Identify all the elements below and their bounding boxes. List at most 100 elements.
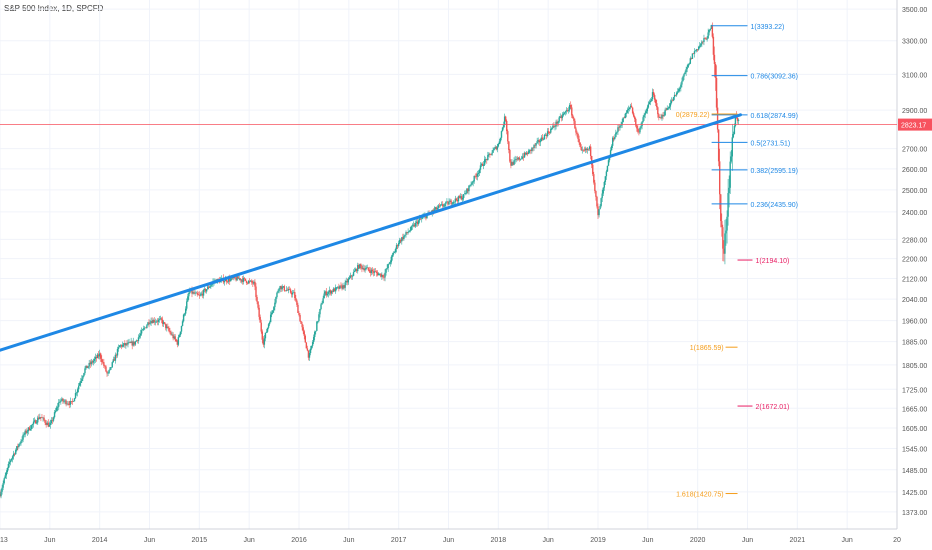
fib-level[interactable]: 0.618(2874.99) <box>711 113 798 120</box>
candle-body <box>554 126 556 127</box>
candle-body <box>486 159 488 160</box>
candle-body <box>528 150 530 155</box>
candle-body <box>659 117 661 118</box>
fib-level[interactable]: 1.618(1420.75) <box>676 492 738 499</box>
candle-body <box>695 49 698 51</box>
candle-body <box>368 269 370 271</box>
fib-level[interactable]: 0.5(2731.51) <box>711 140 791 147</box>
trendline[interactable] <box>0 113 743 352</box>
candle-body <box>527 152 529 155</box>
candle-body <box>582 149 585 151</box>
candle-body <box>594 182 596 191</box>
candle-body <box>639 127 641 133</box>
candle-body <box>329 290 332 294</box>
candle-body <box>529 149 531 151</box>
candle-body <box>297 304 299 314</box>
candle-body <box>5 472 7 476</box>
price-tick-label: 1960.00 <box>902 319 927 326</box>
candle-body <box>191 289 193 294</box>
fib-level[interactable]: 0.382(2595.19) <box>711 168 798 175</box>
candle-body <box>631 107 634 114</box>
fib-level[interactable]: 1(3393.22) <box>711 24 785 31</box>
candle-body <box>552 125 554 128</box>
candle-body <box>570 104 572 108</box>
candle-body <box>707 32 709 39</box>
price-tick-label: 3100.00 <box>902 72 927 79</box>
candle-body <box>4 475 6 479</box>
time-tick-label: 2020 <box>690 537 706 544</box>
candle-body <box>134 341 137 345</box>
price-tick-label: 2600.00 <box>902 167 927 174</box>
candle-body <box>583 150 586 151</box>
candle-body <box>415 221 418 224</box>
price-tick-label: 1425.00 <box>902 490 927 497</box>
candle-body <box>670 100 673 104</box>
candle-body <box>564 111 567 113</box>
candle-body <box>601 193 603 199</box>
candle-body <box>465 193 467 194</box>
candle-body <box>435 207 438 210</box>
candle-body <box>38 417 40 419</box>
candle-body <box>581 149 583 151</box>
fib-level[interactable]: 1(2194.10) <box>737 258 790 265</box>
candle-body <box>18 444 20 447</box>
candle-body <box>244 278 247 281</box>
candle-body <box>516 159 518 160</box>
candle-body <box>378 273 380 276</box>
candle-body <box>223 281 226 283</box>
candle-body <box>322 298 324 304</box>
fib-level-label: 1(2194.10) <box>755 258 789 265</box>
candle-body <box>337 286 339 288</box>
candle-body <box>15 450 17 455</box>
candle-body <box>261 331 263 340</box>
fib-level[interactable]: 2(1672.01) <box>737 404 790 411</box>
fib-level[interactable]: 0.786(3092.36) <box>711 74 798 81</box>
candle-body <box>358 265 360 269</box>
candle-body <box>513 160 515 165</box>
candle-body <box>731 137 733 157</box>
candle-body <box>48 424 51 427</box>
candle-body <box>230 278 232 282</box>
candle-body <box>68 403 70 405</box>
candle-body <box>52 417 55 421</box>
candle-body <box>136 340 139 341</box>
candle-body <box>79 383 81 386</box>
candle-body <box>473 175 475 182</box>
candle-body <box>160 318 163 320</box>
candle-body <box>600 198 602 206</box>
time-tick-label: 2021 <box>790 537 806 544</box>
candle-body <box>77 385 80 390</box>
candle-body <box>732 133 735 138</box>
candle-body <box>251 280 253 283</box>
candle-body <box>44 420 46 423</box>
price-tick-label: 3500.00 <box>902 7 927 14</box>
candle-body <box>535 143 537 146</box>
candle-body <box>159 318 162 320</box>
candle-body <box>301 323 303 328</box>
candle-body <box>384 272 386 278</box>
candle-body <box>133 341 135 345</box>
candle-body <box>115 354 118 356</box>
candle-body <box>547 131 550 133</box>
candle-body <box>499 137 502 142</box>
candle-body <box>442 204 444 207</box>
candle-body <box>464 193 466 195</box>
fib-level[interactable]: 0.236(2435.90) <box>711 202 798 209</box>
candle-body <box>275 297 277 303</box>
candle-body <box>295 298 297 301</box>
candle-body <box>341 285 343 289</box>
candle-body <box>488 153 490 155</box>
candle-body <box>393 252 396 253</box>
candle-body <box>425 215 427 219</box>
candle-body <box>62 398 64 402</box>
candle-body <box>704 38 706 39</box>
candle-body <box>156 321 159 323</box>
candle-body <box>307 350 310 358</box>
fib-level[interactable]: 1(1865.59) <box>690 345 738 352</box>
candle-body <box>572 115 574 119</box>
candle-body <box>300 321 302 324</box>
candle-body <box>671 100 674 102</box>
fib-level[interactable]: 0(2879.22) <box>676 112 738 119</box>
fib-level-label: 1(1865.59) <box>690 345 724 352</box>
